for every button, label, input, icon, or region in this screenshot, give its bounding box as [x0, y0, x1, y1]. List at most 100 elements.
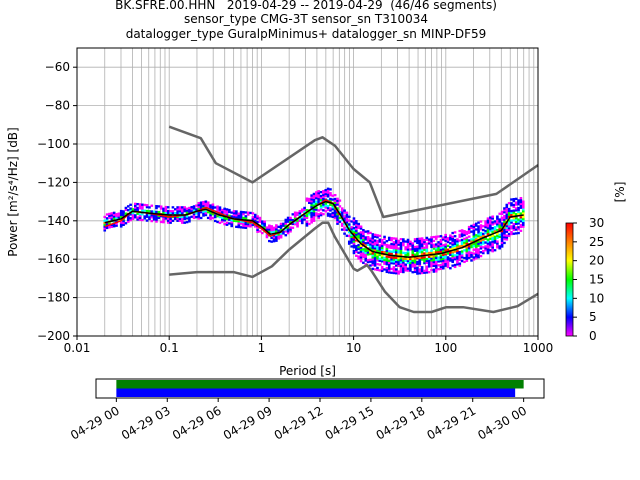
- heatmap-cell: [491, 230, 494, 234]
- heatmap-cell: [477, 225, 480, 228]
- heatmap-cell: [221, 220, 224, 223]
- heatmap-cell: [491, 248, 494, 251]
- heatmap-cell: [336, 199, 339, 202]
- heatmap-cell: [380, 256, 384, 259]
- heatmap-cell: [258, 230, 262, 233]
- heatmap-cell: [449, 259, 452, 262]
- heatmap-cell: [427, 265, 431, 268]
- heatmap-cell: [430, 263, 433, 266]
- heatmap-cell: [112, 221, 116, 224]
- heatmap-cell: [338, 210, 342, 214]
- heatmap-cell: [503, 216, 506, 220]
- heatmap-cell: [507, 215, 511, 218]
- heatmap-cell: [453, 244, 457, 247]
- heatmap-cell: [239, 226, 243, 229]
- heatmap-cell: [474, 237, 478, 241]
- heatmap-cell: [385, 266, 389, 270]
- heatmap-cell: [355, 231, 358, 234]
- heatmap-cell: [416, 253, 419, 256]
- heatmap-cell: [364, 253, 368, 256]
- heatmap-cell: [310, 205, 313, 209]
- heatmap-cell: [253, 215, 257, 218]
- heatmap-cell: [141, 213, 144, 216]
- heatmap-cell: [456, 263, 459, 266]
- heatmap-cell: [479, 231, 483, 235]
- heatmap-cell: [434, 256, 438, 260]
- noise-model-nlnm: [169, 221, 539, 314]
- heatmap-cell: [345, 215, 349, 218]
- heatmap-cell: [470, 255, 473, 258]
- heatmap-cell: [345, 223, 349, 226]
- heatmap-cell: [364, 257, 368, 260]
- heatmap-cell: [496, 219, 499, 222]
- heatmap-cell: [362, 236, 365, 239]
- heatmap-cell: [115, 214, 118, 218]
- heatmap-cell: [434, 237, 438, 240]
- heatmap-cell: [416, 237, 419, 241]
- heatmap-cell: [253, 219, 257, 222]
- heatmap-cell: [458, 245, 462, 248]
- heatmap-cell: [347, 234, 351, 238]
- heatmap-cell: [387, 261, 391, 264]
- heatmap-cell: [486, 232, 490, 236]
- heatmap-cell: [371, 233, 375, 236]
- heatmap-cell: [380, 242, 384, 246]
- heatmap-cell: [442, 265, 445, 268]
- heatmap-cell: [507, 211, 511, 215]
- heatmap-cell: [493, 249, 497, 252]
- heatmap-cell: [423, 269, 426, 272]
- heatmap-cell: [376, 255, 379, 258]
- heatmap-cell: [350, 241, 353, 244]
- heatmap-cell: [331, 215, 335, 219]
- heatmap-cell: [411, 244, 415, 247]
- heatmap-cell: [209, 215, 212, 219]
- heatmap-cell: [376, 268, 379, 272]
- heatmap-cell: [444, 264, 447, 267]
- heatmap-cell: [223, 222, 226, 226]
- heatmap-cell: [409, 242, 412, 245]
- heatmap-cell: [514, 201, 518, 204]
- heatmap-cell: [409, 269, 412, 272]
- heatmap-cell: [500, 241, 504, 244]
- heatmap-cell: [326, 195, 330, 198]
- heatmap-cell: [467, 231, 471, 234]
- heatmap-cell: [481, 238, 485, 241]
- heatmap-cell: [242, 211, 245, 214]
- heatmap-cell: [340, 207, 344, 210]
- timeline-bar-data-used: [116, 388, 516, 397]
- heatmap-cell: [359, 240, 363, 244]
- heatmap-cell: [472, 227, 476, 230]
- heatmap-cell: [432, 257, 436, 260]
- heatmap-cell: [479, 224, 483, 227]
- heatmap-cell: [275, 237, 278, 240]
- heatmap-cell: [503, 214, 506, 218]
- heatmap-cell: [505, 224, 509, 228]
- heatmap-cell: [397, 260, 400, 264]
- heatmap-cell: [392, 241, 396, 244]
- heatmap-cell: [517, 220, 520, 223]
- heatmap-cell: [366, 239, 370, 243]
- heatmap-cell: [479, 241, 483, 244]
- heatmap-cell: [110, 225, 114, 228]
- heatmap-cell: [143, 215, 147, 218]
- heatmap-cell: [519, 198, 523, 202]
- heatmap-cell: [434, 260, 438, 263]
- heatmap-cell: [324, 188, 328, 192]
- heatmap-cell: [373, 249, 377, 252]
- heatmap-cell: [305, 212, 309, 216]
- heatmap-cell: [418, 245, 422, 248]
- heatmap-cell: [451, 264, 455, 267]
- heatmap-cell: [246, 223, 250, 226]
- heatmap-cell: [512, 226, 516, 230]
- heatmap-cell: [397, 262, 400, 266]
- heatmap-cell: [206, 216, 210, 220]
- heatmap-cell: [505, 234, 509, 237]
- heatmap-cell: [103, 215, 107, 219]
- chart-title-line-1: BK.SFRE.00.HHN 2019-04-29 -- 2019-04-29 …: [115, 0, 497, 12]
- heatmap-cell: [202, 204, 205, 208]
- heatmap-cell: [178, 217, 182, 221]
- heatmap-cell: [359, 252, 363, 255]
- heatmap-cell: [286, 226, 290, 229]
- heatmap-cell: [519, 206, 523, 209]
- heatmap-cell: [510, 232, 513, 236]
